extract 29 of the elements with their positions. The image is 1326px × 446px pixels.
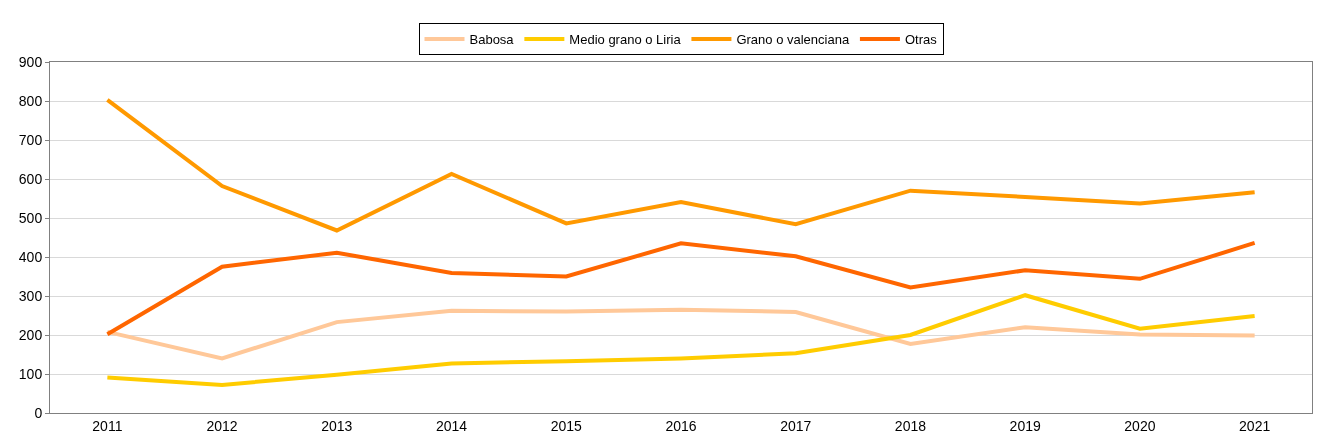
x-tick-label: 2016 [665,417,697,434]
legend-label: Medio grano o Liria [569,32,682,47]
line-series [105,293,1257,387]
y-tick-label: 300 [18,287,43,304]
legend-label: Otras [904,32,938,47]
y-tick-label: 0 [34,404,43,421]
y-tick-label: 800 [18,92,43,109]
y-tick-label: 200 [18,326,43,343]
x-tick-label: 2017 [780,417,812,434]
legend-label: Grano o valenciana [736,32,850,47]
x-tick-label: 2018 [894,417,927,434]
y-tick-label: 900 [18,53,43,70]
line-series [105,97,1257,233]
line-series [105,240,1257,337]
y-tick-label: 100 [18,365,43,382]
x-tick-label: 2011 [92,417,123,434]
x-tick-label: 2012 [206,417,238,434]
x-tick-label: 2015 [550,417,583,434]
legend-label: Babosa [469,32,515,47]
y-tick-label: 600 [18,170,43,187]
y-tick-label: 500 [18,209,43,226]
x-tick-label: 2019 [1009,417,1041,434]
x-tick-label: 2021 [1239,417,1271,434]
y-tick-label: 400 [18,248,43,265]
x-tick-label: 2014 [435,417,468,434]
x-tick-label: 2013 [321,417,353,434]
line-series [105,307,1257,361]
x-tick-label: 2020 [1124,417,1156,434]
y-tick-label: 700 [18,131,43,148]
